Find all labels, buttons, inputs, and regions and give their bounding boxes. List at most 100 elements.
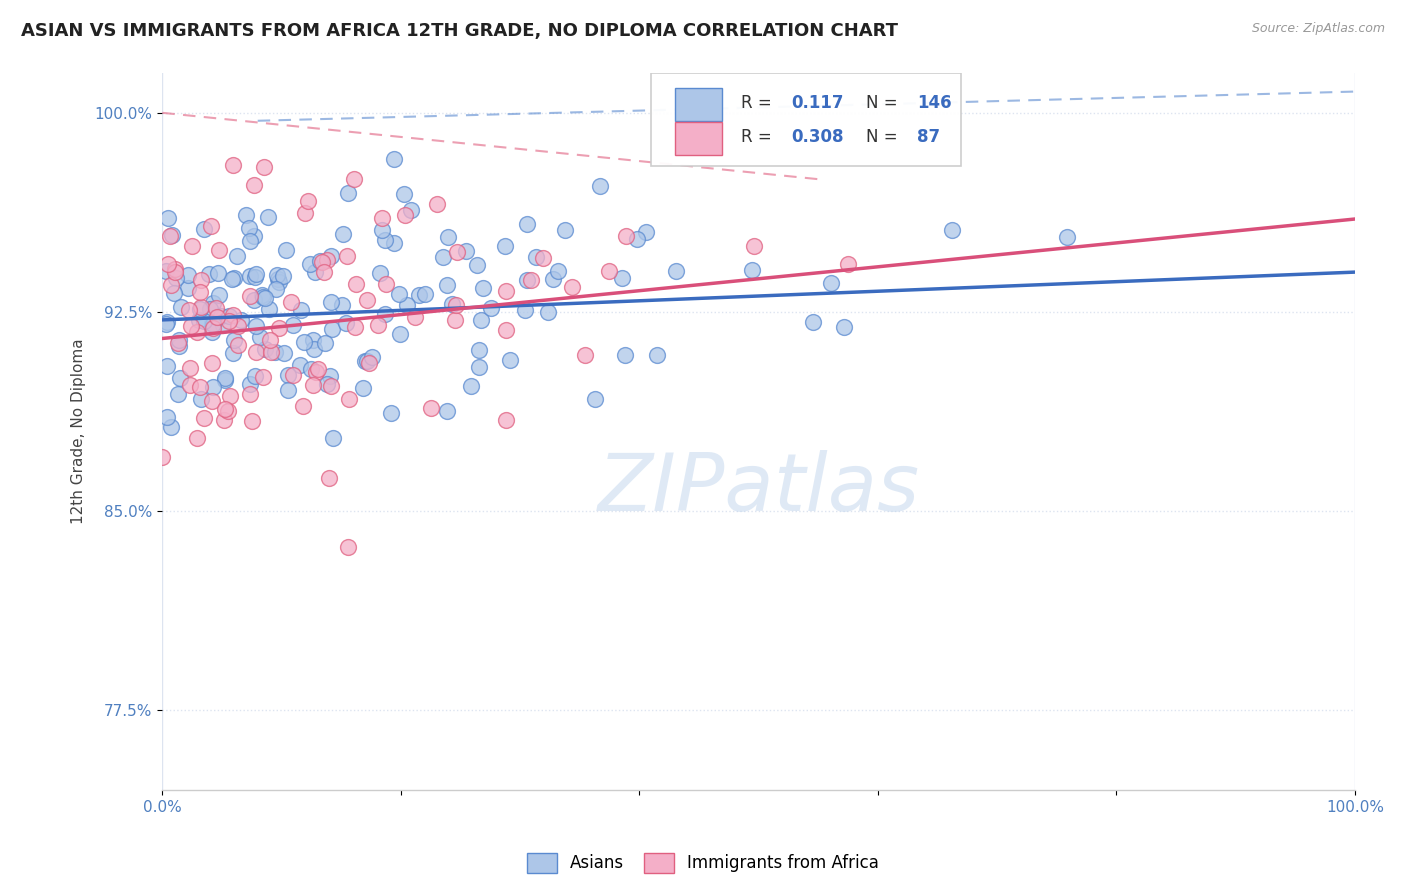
- Point: [337, 392, 360, 406]
- Point: [290, 303, 312, 318]
- Point: [201, 325, 224, 339]
- FancyBboxPatch shape: [675, 122, 721, 155]
- Point: [315, 377, 337, 392]
- Point: [382, 153, 405, 167]
- Point: [243, 368, 266, 383]
- Point: [353, 354, 375, 368]
- Point: [186, 325, 208, 339]
- Point: [498, 352, 520, 367]
- Point: [832, 319, 855, 334]
- Point: [188, 301, 211, 316]
- Point: [277, 383, 299, 397]
- Point: [394, 208, 416, 222]
- Point: [290, 358, 312, 372]
- Text: R =: R =: [741, 128, 772, 146]
- Point: [169, 370, 191, 384]
- Point: [361, 350, 384, 364]
- Point: [212, 318, 235, 332]
- Point: [190, 273, 212, 287]
- Point: [243, 178, 266, 192]
- Point: [235, 208, 257, 222]
- Point: [589, 179, 612, 194]
- Point: [252, 160, 274, 174]
- Point: [413, 286, 436, 301]
- Point: [742, 239, 765, 253]
- Text: 0.308: 0.308: [790, 128, 844, 146]
- Point: [371, 223, 394, 237]
- Point: [156, 257, 179, 271]
- Point: [180, 318, 202, 333]
- Point: [238, 376, 260, 391]
- Point: [214, 413, 236, 427]
- Point: [253, 342, 276, 356]
- Point: [156, 410, 179, 425]
- Point: [336, 249, 359, 263]
- Text: N =: N =: [866, 128, 897, 146]
- Point: [202, 379, 225, 393]
- Point: [297, 194, 319, 208]
- Point: [531, 251, 554, 265]
- Point: [318, 470, 340, 484]
- Point: [209, 310, 232, 324]
- Point: [316, 252, 339, 267]
- Point: [495, 413, 517, 427]
- Text: ASIAN VS IMMIGRANTS FROM AFRICA 12TH GRADE, NO DIPLOMA CORRELATION CHART: ASIAN VS IMMIGRANTS FROM AFRICA 12TH GRA…: [21, 22, 898, 40]
- Point: [536, 305, 558, 319]
- Text: N =: N =: [866, 94, 897, 112]
- Point: [243, 269, 266, 284]
- Point: [165, 270, 187, 285]
- Point: [190, 285, 212, 299]
- Point: [307, 361, 329, 376]
- Point: [188, 313, 211, 327]
- Point: [156, 359, 179, 373]
- Point: [610, 270, 633, 285]
- Point: [271, 269, 294, 284]
- Point: [319, 369, 342, 384]
- Point: [432, 250, 454, 264]
- Point: [226, 319, 249, 334]
- Point: [388, 287, 411, 301]
- Point: [302, 333, 325, 347]
- Point: [304, 343, 326, 357]
- Point: [152, 450, 174, 464]
- Point: [202, 318, 225, 332]
- Point: [479, 301, 502, 315]
- Point: [177, 268, 200, 282]
- Point: [222, 346, 245, 360]
- Point: [179, 360, 201, 375]
- Point: [222, 334, 245, 348]
- Point: [665, 264, 688, 278]
- Point: [159, 229, 181, 244]
- Point: [179, 302, 201, 317]
- Point: [214, 370, 236, 384]
- Point: [190, 300, 212, 314]
- Point: [159, 419, 181, 434]
- Point: [436, 404, 458, 418]
- Point: [188, 380, 211, 394]
- Point: [264, 282, 287, 296]
- Point: [311, 255, 333, 269]
- Point: [470, 313, 492, 327]
- Point: [155, 264, 177, 278]
- Point: [515, 303, 537, 318]
- Point: [401, 203, 423, 218]
- Point: [526, 250, 548, 264]
- Point: [201, 316, 224, 330]
- Point: [837, 257, 859, 271]
- Point: [494, 239, 516, 253]
- Point: [283, 368, 305, 383]
- Point: [197, 267, 219, 281]
- Point: [319, 294, 342, 309]
- Point: [314, 265, 336, 279]
- Point: [322, 431, 344, 445]
- Point: [229, 313, 252, 327]
- Point: [239, 268, 262, 283]
- Point: [520, 273, 543, 287]
- Point: [160, 227, 183, 242]
- Point: [259, 301, 281, 316]
- Point: [344, 320, 367, 334]
- Point: [820, 276, 842, 290]
- Point: [343, 171, 366, 186]
- Point: [163, 265, 186, 279]
- Point: [336, 541, 359, 555]
